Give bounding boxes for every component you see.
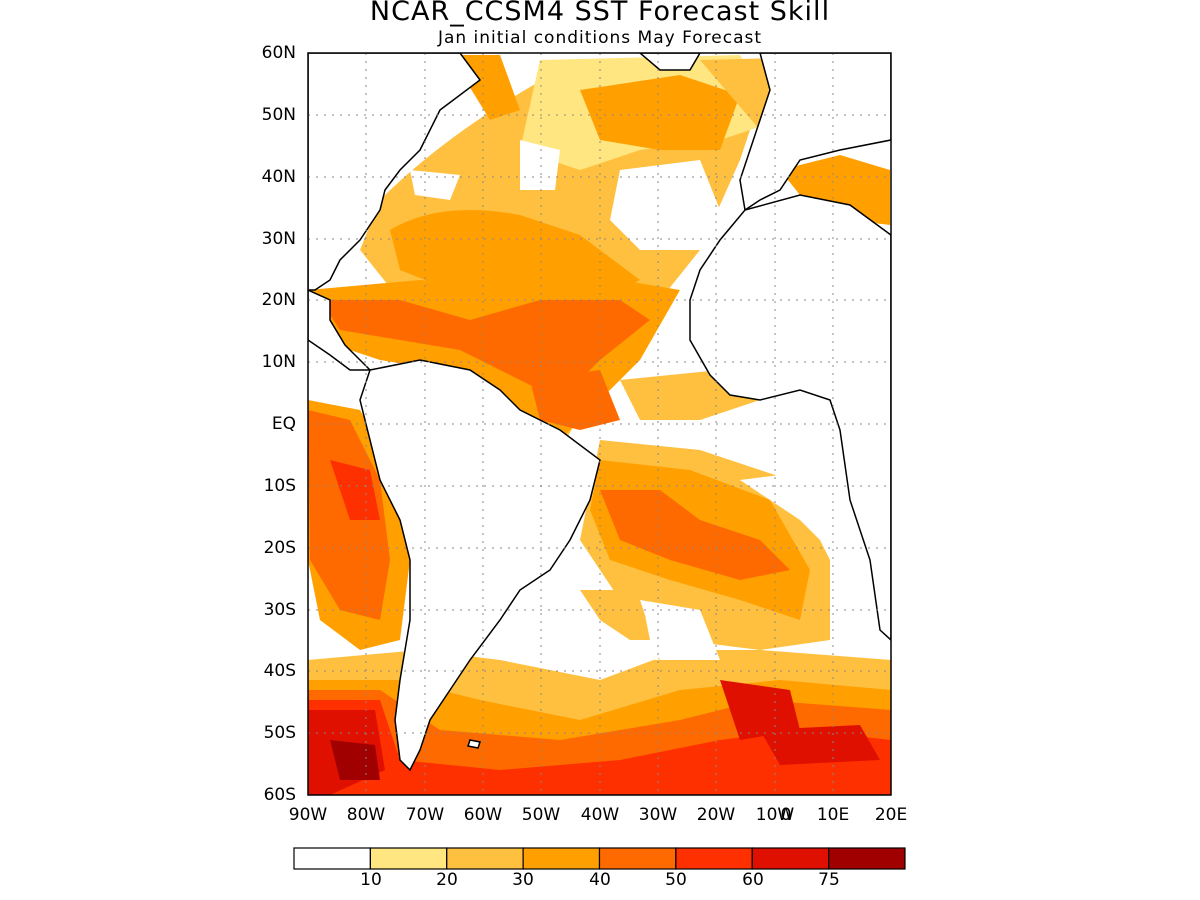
coastlines bbox=[308, 53, 891, 772]
colorbar-box bbox=[598, 847, 677, 870]
lat-label-50n: 50N bbox=[261, 105, 296, 125]
map-subtitle: Jan initial conditions May Forecast bbox=[437, 28, 763, 48]
lon-label-80w: 80W bbox=[346, 805, 386, 825]
colorbar-box bbox=[522, 847, 601, 870]
lat-label-40n: 40N bbox=[261, 167, 296, 187]
colorbar-box bbox=[293, 847, 371, 870]
colorbar-label-50: 50 bbox=[665, 870, 687, 890]
lat-label-50s: 50S bbox=[263, 723, 296, 743]
colorbar-box bbox=[369, 847, 448, 870]
lat-label-30s: 30S bbox=[263, 600, 296, 620]
colorbar-box bbox=[446, 847, 524, 870]
colorbar-label-20: 20 bbox=[436, 870, 458, 890]
gridlines bbox=[308, 53, 891, 795]
map-title: NCAR_CCSM4 SST Forecast Skill bbox=[369, 0, 831, 27]
lat-label-60n: 60N bbox=[261, 43, 296, 63]
colorbar-box bbox=[828, 847, 906, 870]
lon-label-50w: 50W bbox=[521, 805, 561, 825]
lon-label-20w: 20W bbox=[696, 805, 736, 825]
colorbar bbox=[293, 847, 906, 870]
lon-label-70w: 70W bbox=[405, 805, 445, 825]
lon-label-10w: 10W bbox=[755, 805, 795, 825]
colorbar-label-10: 10 bbox=[360, 870, 382, 890]
lon-label-40w: 40W bbox=[580, 805, 620, 825]
lat-label-30n: 30N bbox=[261, 229, 296, 249]
lat-label-10n: 10N bbox=[261, 352, 296, 372]
lat-label-20s: 20S bbox=[263, 538, 296, 558]
lon-label-60w: 60W bbox=[463, 805, 503, 825]
lat-label-eq: EQ bbox=[271, 414, 296, 434]
lon-label-0: 0 bbox=[780, 805, 792, 825]
colorbar-label-75: 75 bbox=[818, 870, 840, 890]
lat-label-20n: 20N bbox=[261, 290, 296, 310]
lat-label-40s: 40S bbox=[263, 661, 296, 681]
colorbar-label-40: 40 bbox=[589, 870, 611, 890]
plot-frame bbox=[307, 52, 892, 796]
lon-label-20e: 20E bbox=[874, 805, 908, 825]
colorbar-label-30: 30 bbox=[512, 870, 534, 890]
lon-label-10e: 10E bbox=[816, 805, 850, 825]
lon-label-90w: 90W bbox=[288, 805, 328, 825]
lon-label-30w: 30W bbox=[638, 805, 678, 825]
lat-label-60s: 60S bbox=[263, 785, 296, 805]
colorbar-box bbox=[751, 847, 830, 870]
colorbar-box bbox=[675, 847, 753, 870]
lat-label-10s: 10S bbox=[263, 476, 296, 496]
colorbar-label-60: 60 bbox=[742, 870, 764, 890]
